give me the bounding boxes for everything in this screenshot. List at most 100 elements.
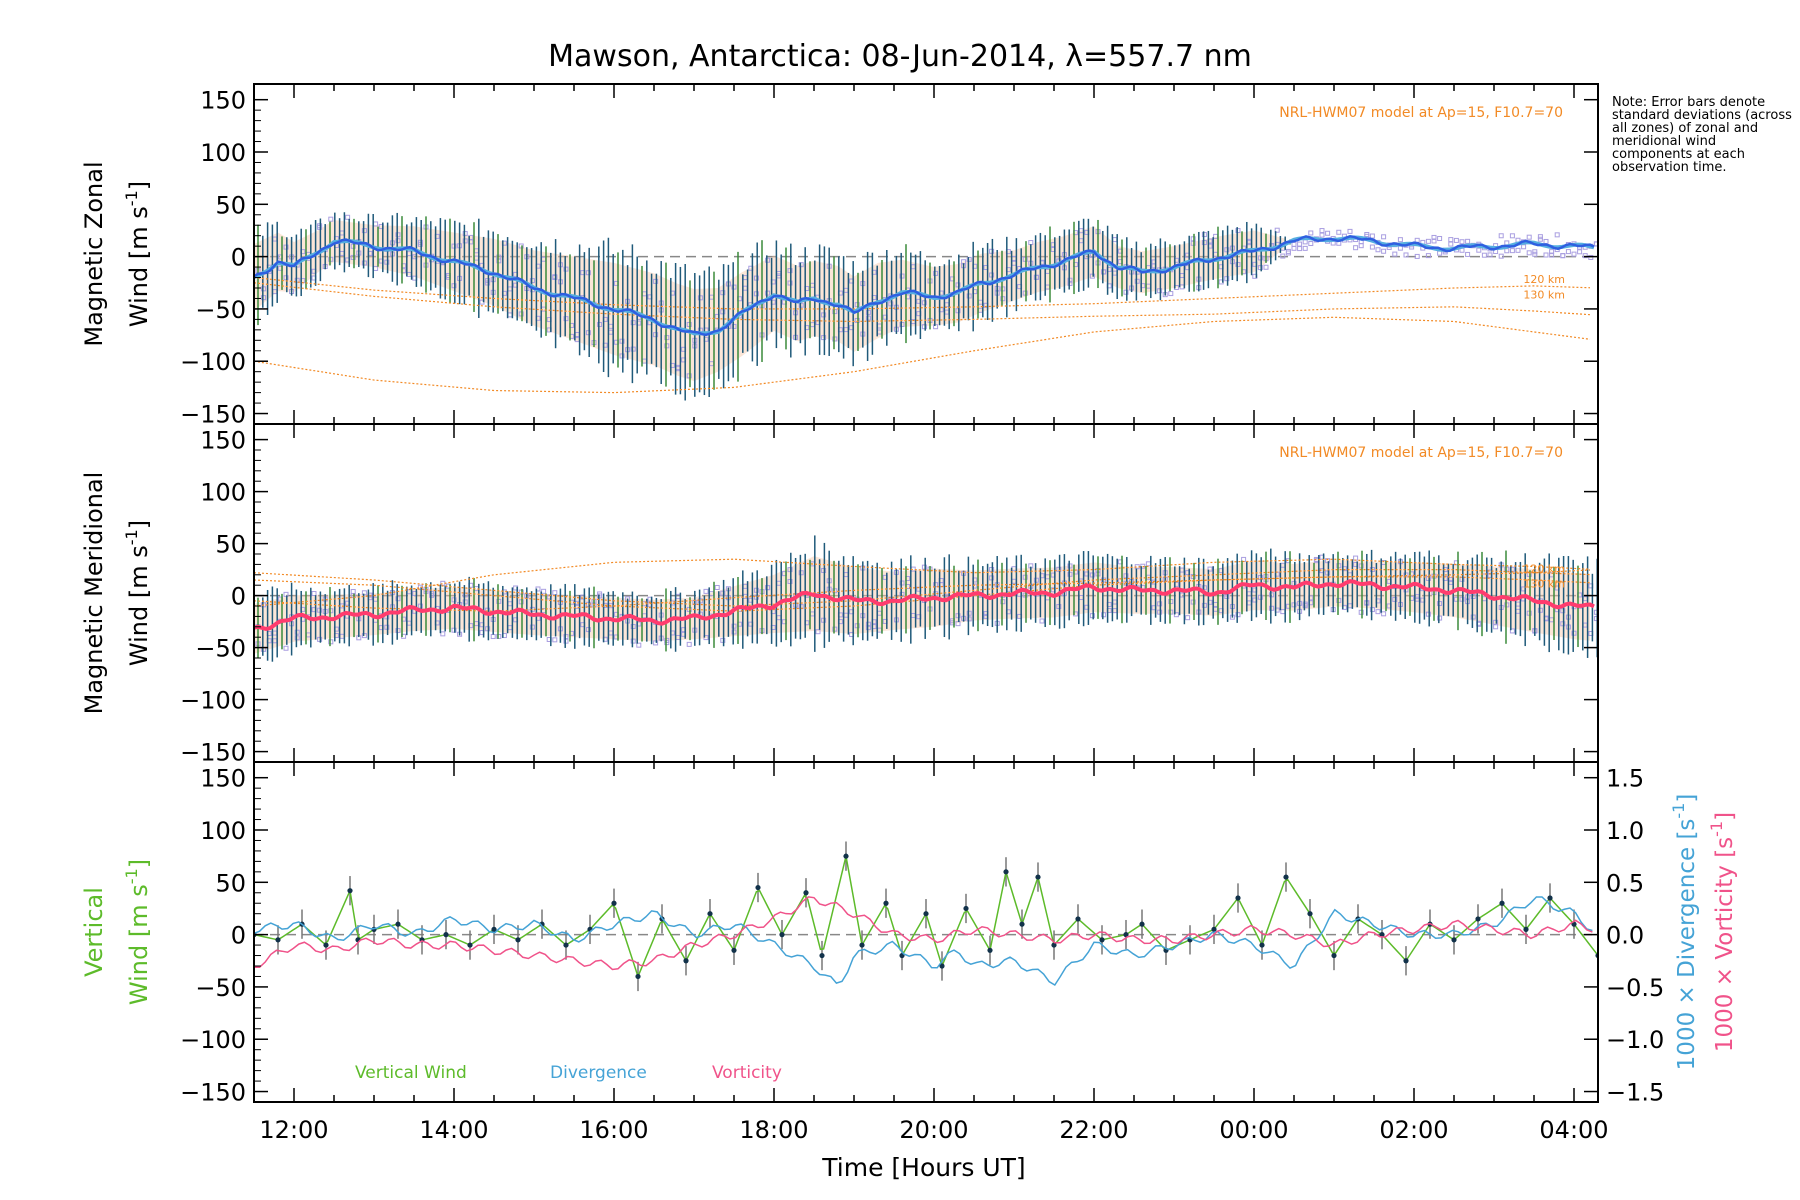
scatter-point — [1033, 274, 1039, 280]
series-vorticity — [254, 896, 1593, 971]
scatter-point — [1302, 245, 1308, 251]
scatter-point — [1302, 239, 1308, 245]
scatter-point — [563, 266, 569, 272]
vertical-wind-point — [1331, 952, 1337, 959]
scatter-point — [703, 588, 709, 594]
scatter-point — [1537, 607, 1543, 613]
scatter-point — [1403, 252, 1409, 258]
scatter-point — [563, 638, 569, 644]
scatter-point — [1431, 238, 1437, 244]
scatter-point — [933, 270, 939, 276]
scatter-point — [294, 277, 300, 283]
scatter-point — [597, 321, 603, 327]
scatter-point — [1459, 596, 1465, 602]
vertical-wind-point — [1139, 921, 1145, 927]
y2-axis-label-divergence: 1000 × Divergence [s-1] — [1669, 794, 1700, 1071]
scatter-point — [1465, 251, 1471, 257]
y-tick-label: −150 — [180, 1079, 246, 1107]
vertical-wind-point — [443, 932, 449, 938]
y2-tick-label: −1.0 — [1606, 1026, 1664, 1054]
scatter-point — [1509, 248, 1515, 254]
y-axis-label-line1: Vertical — [80, 887, 108, 977]
vertical-wind-point — [987, 947, 993, 953]
scatter-point — [720, 637, 726, 643]
panel-vertical: −1.5 −1.0 −0.5 0.0 0.5 1.0 1.5 Vertical Wind Div… — [80, 761, 1738, 1144]
y2-axis-label-vorticity: 1000 × Vorticity [s-1] — [1707, 812, 1738, 1052]
model-altitude-label: 120 km — [1523, 563, 1565, 576]
scatter-point — [731, 284, 737, 290]
scatter-point — [1470, 594, 1476, 600]
scatter-point — [294, 635, 300, 641]
vertical-wind-point — [347, 888, 353, 894]
vertical-wind-point — [683, 958, 689, 964]
legend-vertical-wind: Vertical Wind — [355, 1063, 467, 1083]
scatter-point — [854, 623, 860, 629]
scatter-point — [865, 625, 871, 631]
scatter-point — [451, 627, 457, 633]
scatter-point — [714, 584, 720, 590]
vertical-wind-point — [563, 942, 569, 948]
scatter-point — [1089, 613, 1095, 619]
vertical-wind-point — [1451, 937, 1457, 943]
y2-tick-label: 1.5 — [1606, 765, 1644, 793]
x-tick-label: 18:00 — [739, 1116, 808, 1144]
vertical-wind-point — [1051, 942, 1057, 948]
scatter-point — [697, 598, 703, 604]
scatter-point — [1358, 243, 1364, 249]
scatter-point — [1453, 237, 1459, 243]
scatter-point — [798, 570, 804, 576]
scatter-point — [1067, 277, 1073, 283]
scatter-point — [1437, 615, 1443, 621]
scatter-point — [283, 591, 289, 597]
vertical-wind-point — [1475, 916, 1481, 922]
y-axis-label-line2: Wind [m s-1] — [122, 859, 153, 1005]
scatter-point — [1571, 630, 1577, 636]
x-tick-label: 00:00 — [1219, 1116, 1288, 1144]
scatter-point — [361, 228, 367, 234]
scatter-point — [1168, 609, 1174, 615]
scatter-point — [1448, 241, 1454, 247]
scatter-point — [311, 591, 317, 597]
y-axis-label-line1: Magnetic Meridional — [80, 472, 108, 715]
scatter-point — [585, 330, 591, 336]
scatter-point — [1235, 262, 1241, 268]
scatter-point — [1543, 252, 1549, 258]
scatter-point — [1593, 241, 1598, 247]
scatter-point — [1487, 252, 1493, 258]
scatter-point — [1269, 605, 1275, 611]
scatter-point — [395, 596, 401, 602]
vertical-wind-point — [707, 911, 713, 917]
scatter-point — [765, 584, 771, 590]
scatter-point — [921, 324, 927, 330]
scatter-point — [1425, 253, 1431, 259]
scatter-point — [989, 575, 995, 581]
model-label: NRL-HWM07 model at Ap=15, F10.7=70 — [1279, 445, 1563, 461]
scatter-point — [496, 633, 502, 639]
scatter-point — [1392, 251, 1398, 257]
scatter-point — [1123, 289, 1129, 295]
scatter-point — [1526, 250, 1532, 256]
scatter-point — [955, 282, 961, 288]
scatter-point — [552, 274, 558, 280]
vertical-wind-point — [843, 853, 849, 859]
scatter-point — [821, 617, 827, 623]
scatter-point — [429, 592, 435, 598]
y-axis-label-line2: Wind [m s-1] — [122, 181, 153, 327]
y2-tick-label: 0.5 — [1606, 869, 1644, 897]
scatter-point — [1157, 288, 1163, 294]
scatter-point — [1201, 602, 1207, 608]
scatter-point — [653, 278, 659, 284]
scatter-point — [1425, 238, 1431, 244]
scatter-point — [1369, 567, 1375, 573]
scatter-point — [261, 602, 267, 608]
scatter-point — [1353, 245, 1359, 251]
scatter-point — [798, 302, 804, 308]
model-curve-1 — [254, 282, 1591, 323]
vertical-wind-point — [923, 911, 929, 917]
scatter-point — [1476, 247, 1482, 253]
scatter-point — [1056, 604, 1062, 610]
scatter-point — [1000, 296, 1006, 302]
scatter-point — [294, 629, 300, 635]
y-tick-label: 0 — [231, 244, 246, 272]
panel-zonal: −150 −100 −50 0 50 100 150 NRL-HWM07 model at A… — [80, 83, 1599, 429]
